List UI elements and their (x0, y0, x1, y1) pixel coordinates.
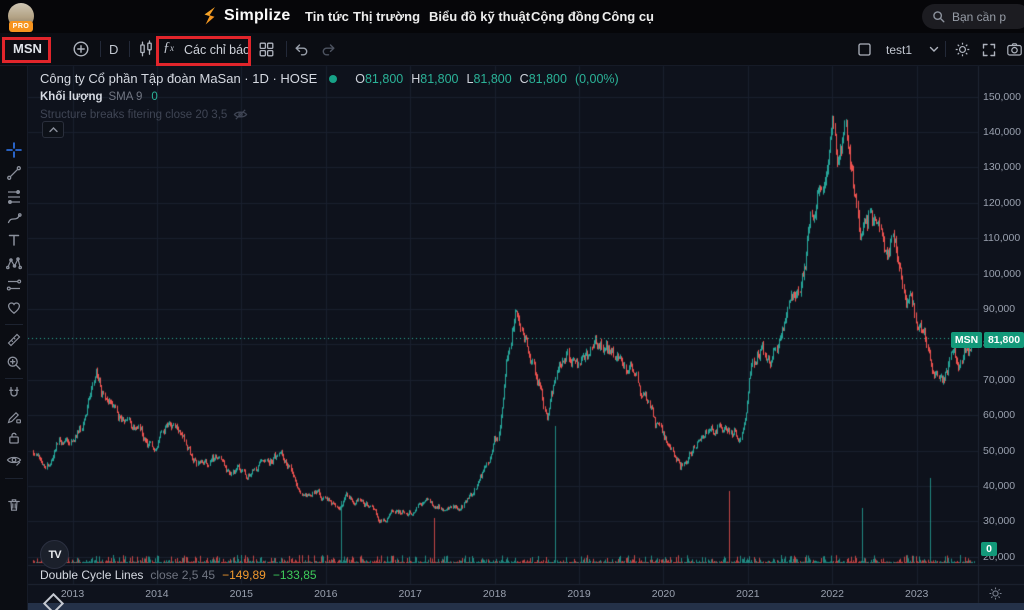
change-percent: (0,00%) (574, 71, 619, 86)
hide-drawings-eye-icon[interactable] (6, 452, 22, 468)
top-navigation-bar: PRO Simplize Tin tức Thị trường Biểu đồ … (0, 0, 1024, 33)
emoji-heart-icon[interactable] (6, 300, 22, 316)
brand-name: Simplize (224, 7, 291, 24)
annotation-box-symbol (2, 37, 51, 63)
chart-legend: Công ty Cổ phần Tập đoàn MaSan · 1D · HO… (40, 71, 619, 122)
nav-item-community[interactable]: Cộng đồng (531, 9, 600, 24)
remove-drawings-trash-icon[interactable] (6, 497, 22, 513)
magnet-icon[interactable] (6, 385, 22, 401)
annotation-box-indicators (156, 36, 251, 66)
market-status-dot (329, 74, 338, 83)
single-layout-icon[interactable] (857, 42, 872, 57)
xabcd-pattern-icon[interactable] (6, 255, 22, 271)
chart-toolbar: MSN D ƒx Các chỉ báo (0, 33, 1024, 66)
chart-settings-gear-icon[interactable] (954, 41, 971, 58)
layout-name-button[interactable]: test1 (886, 43, 913, 57)
nav-item-news[interactable]: Tin tức (305, 9, 349, 24)
nav-item-technical-chart[interactable]: Biểu đồ kỹ thuật (429, 9, 531, 24)
chart-style-candles-icon[interactable] (137, 40, 155, 58)
volume-value: 0 (151, 91, 158, 103)
brush-icon[interactable] (6, 211, 22, 227)
text-tool-icon[interactable] (6, 232, 22, 248)
pro-badge: PRO (9, 21, 33, 32)
nav-item-tools[interactable]: Công cụ (602, 9, 654, 24)
stay-in-drawing-mode-icon[interactable] (6, 409, 22, 425)
brand-logo[interactable]: Simplize (201, 6, 291, 26)
ohlc-high-label: H (411, 71, 421, 86)
ohlc-close-value: 81,800 (528, 71, 567, 86)
measure-ruler-icon[interactable] (6, 332, 22, 348)
ohlc-close-label: C (519, 71, 529, 86)
tradingview-logo[interactable]: TV (40, 540, 69, 569)
nav-item-market[interactable]: Thị trường (353, 9, 421, 24)
hidden-indicator-label: Structure breaks fitering close 20 3,5 (40, 108, 228, 121)
legend-main-row[interactable]: Công ty Cổ phần Tập đoàn MaSan · 1D · HO… (40, 71, 619, 86)
trendline-icon[interactable] (6, 165, 22, 181)
ohlc-low-value: 81,800 (473, 71, 512, 86)
volume-indicator-row[interactable]: Khối lượng SMA 9 0 (40, 91, 619, 103)
indicator-params: close 2,5 45 (150, 568, 216, 582)
layout-grid-icon[interactable] (258, 41, 275, 58)
instrument-title: Công ty Cổ phần Tập đoàn MaSan · 1D · HO… (40, 71, 318, 86)
zoom-in-icon[interactable] (6, 355, 22, 371)
snapshot-camera-icon[interactable] (1006, 41, 1023, 58)
search-input[interactable]: Bạn cần p (922, 4, 1024, 29)
indicator-value-2: −133,85 (272, 568, 317, 582)
bottom-accent-bar (0, 603, 1024, 610)
hidden-indicator-row[interactable]: Structure breaks fitering close 20 3,5 (40, 107, 619, 122)
search-icon (932, 10, 945, 23)
bottom-indicator-row[interactable]: Double Cycle Lines close 2,5 45 −149,89 … (40, 568, 317, 582)
simplize-logo-icon (201, 6, 218, 26)
fib-retracement-icon[interactable] (6, 189, 22, 205)
indicator-name: Double Cycle Lines (40, 568, 144, 582)
crosshair-icon[interactable] (6, 142, 22, 158)
interval-button[interactable]: D (109, 42, 119, 57)
compare-add-symbol-icon[interactable] (72, 40, 90, 58)
volume-ma-label: SMA 9 (108, 91, 143, 103)
eye-off-icon[interactable] (233, 107, 248, 122)
forecast-projection-icon[interactable] (6, 277, 22, 293)
ohlc-open-label: O (355, 71, 365, 86)
chevron-down-icon[interactable] (929, 46, 939, 53)
time-axis-settings-icon[interactable] (988, 586, 1003, 601)
fx-icon[interactable]: ƒx (163, 40, 174, 55)
fullscreen-icon[interactable] (981, 42, 997, 58)
drawing-tools-sidebar (0, 66, 28, 610)
indicator-value-1: −149,89 (222, 568, 266, 582)
symbol-button[interactable]: MSN (13, 41, 42, 56)
search-placeholder: Bạn cần p (952, 9, 1007, 24)
legend-collapse-button[interactable] (42, 121, 64, 138)
lock-drawings-icon[interactable] (6, 430, 22, 446)
redo-icon[interactable] (320, 41, 337, 58)
volume-label: Khối lượng (40, 91, 103, 103)
ohlc-high-value: 81,800 (420, 71, 459, 86)
ohlc-low-label: L (466, 71, 474, 86)
undo-icon[interactable] (293, 41, 310, 58)
indicators-button[interactable]: Các chỉ báo (184, 43, 251, 57)
ohlc-open-value: 81,800 (364, 71, 404, 86)
